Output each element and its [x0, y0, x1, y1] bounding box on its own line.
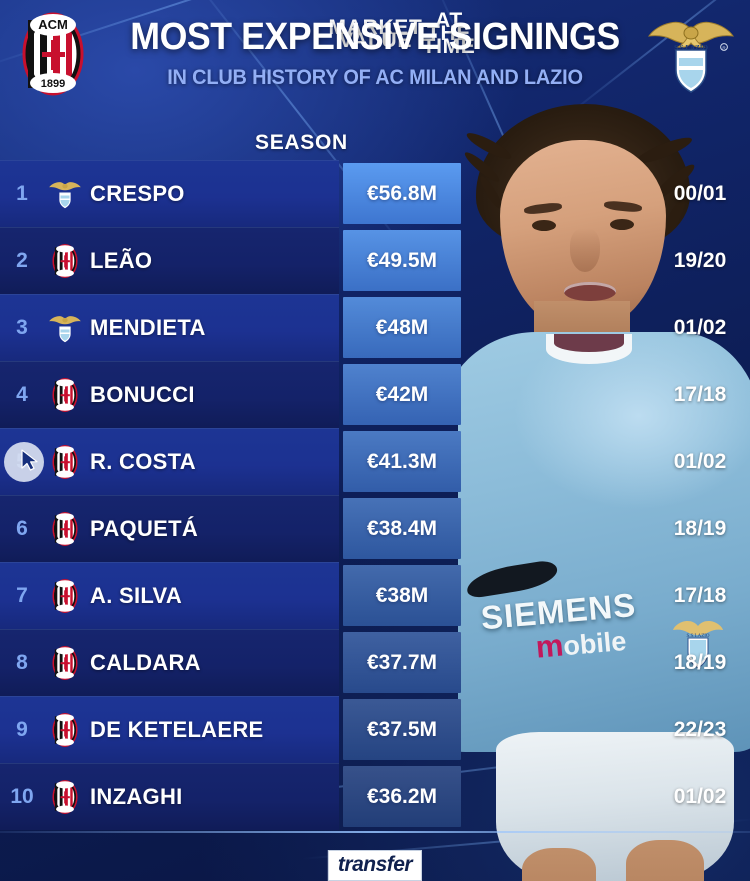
column-header-market-value-line2: AT THE TIME — [422, 9, 476, 58]
player-name: LEÃO — [90, 247, 153, 273]
title-block: MOST EXPENSIVE SIGNINGS IN CLUB HISTORY … — [0, 16, 750, 90]
player-mouth — [564, 282, 616, 301]
ac-milan-crest: ACM 1899 — [22, 12, 84, 101]
rank-number: 7 — [16, 583, 28, 607]
rank-number: 9 — [16, 717, 28, 741]
club-badge-ac-milan — [44, 377, 86, 412]
rankings-table: 1 CRESPO 00/01 €56.8M 2 LEÃO 19/20 €49.5M 3 MENDI… — [0, 160, 750, 830]
player-name: A. SILVA — [90, 582, 183, 608]
player-leg — [522, 848, 596, 881]
season-value: 17/18 — [673, 583, 727, 607]
player-name: BONUCCI — [90, 381, 195, 407]
rank-number: 8 — [16, 650, 28, 674]
market-value-cell: €37.5M — [343, 699, 461, 760]
market-value-cell: €37.7M — [343, 632, 461, 693]
rank-number: 1 — [16, 181, 28, 205]
club-badge-ac-milan — [44, 578, 86, 613]
footer: transfer — [0, 831, 750, 881]
row-background — [0, 160, 339, 227]
market-value-cell: €42M — [343, 364, 461, 425]
market-value-cell: €48M — [343, 297, 461, 358]
club-badge-ac-milan — [44, 511, 86, 546]
watermark-label: transfer — [337, 853, 413, 876]
market-value-cell: €38M — [343, 565, 461, 626]
svg-text:1899: 1899 — [41, 78, 65, 90]
player-eye — [610, 219, 634, 230]
page-subtitle: IN CLUB HISTORY OF AC MILAN AND LAZIO — [167, 66, 583, 89]
player-jersey — [458, 332, 750, 752]
jersey-lazio-crest: S.S.LAZIO — [673, 616, 723, 676]
mouse-pointer-icon — [18, 448, 40, 477]
row-background — [0, 294, 339, 361]
svg-text:R: R — [722, 46, 726, 51]
svg-text:ACM: ACM — [38, 17, 68, 32]
table-row[interactable]: 2 LEÃO 19/20 €49.5M — [0, 227, 750, 294]
svg-text:S.S.LAZIO: S.S.LAZIO — [686, 634, 709, 639]
market-value-cell: €56.8M — [343, 163, 461, 224]
market-value-cell: €41.3M — [343, 431, 461, 492]
player-name: INZAGHI — [90, 783, 183, 809]
table-row[interactable]: 3 MENDIETA 01/02 €48M — [0, 294, 750, 361]
season-value: 17/18 — [673, 382, 727, 406]
season-value: 01/02 — [673, 315, 727, 339]
season-value: 01/02 — [673, 449, 727, 473]
season-value: 22/23 — [673, 717, 727, 741]
table-row[interactable]: 7 A. SILVA 17/18 €38M — [0, 562, 750, 629]
player-name: MENDIETA — [90, 314, 206, 340]
club-badge-ac-milan — [44, 243, 86, 278]
jersey-collar-inner — [554, 334, 624, 352]
column-header-market-value: MARKET VALUE AT THE TIME — [329, 3, 475, 64]
table-row[interactable]: 6 PAQUETÁ 18/19 €38.4M — [0, 495, 750, 562]
rank-number: 3 — [16, 315, 28, 339]
rank-number: 4 — [16, 382, 28, 406]
footer-divider — [0, 831, 750, 833]
club-badge-ac-milan — [44, 444, 86, 479]
svg-text:S.S.LAZIO: S.S.LAZIO — [674, 44, 708, 52]
rank-number: 10 — [10, 784, 34, 808]
player-name: PAQUETÁ — [90, 515, 199, 541]
player-name: CALDARA — [90, 649, 201, 675]
rank-number: 2 — [16, 248, 28, 272]
club-badge-lazio — [44, 179, 86, 209]
crespo-lazio-photo: SIEMENS mobile S.S.LAZIO — [458, 96, 750, 881]
transfer-watermark: transfer — [327, 850, 423, 881]
table-row[interactable]: 8 CALDARA 18/19 €37.7M — [0, 629, 750, 696]
club-badge-ac-milan — [44, 779, 86, 814]
page-title: MOST EXPENSIVE SIGNINGS — [130, 16, 620, 58]
season-value: 18/19 — [673, 516, 727, 540]
table-row[interactable]: 9 DE KETELAERE 22/23 €37.5M — [0, 696, 750, 763]
season-value: 01/02 — [673, 784, 727, 808]
market-value-cell: €49.5M — [343, 230, 461, 291]
player-name: DE KETELAERE — [90, 716, 264, 742]
player-name: CRESPO — [90, 180, 185, 206]
market-value-cell: €36.2M — [343, 766, 461, 827]
table-row[interactable]: 1 CRESPO 00/01 €56.8M — [0, 160, 750, 227]
rank-number: 6 — [16, 516, 28, 540]
header: ACM 1899 S.S.LAZIO R MOST EXPENSI — [0, 0, 750, 112]
season-value: 19/20 — [673, 248, 727, 272]
player-leg — [626, 840, 704, 881]
table-row[interactable]: 10 INZAGHI 01/02 €36.2M — [0, 763, 750, 830]
club-badge-ac-milan — [44, 712, 86, 747]
table-row[interactable]: 4 BONUCCI 17/18 €42M — [0, 361, 750, 428]
lazio-crest: S.S.LAZIO R — [647, 14, 735, 99]
player-name: R. COSTA — [90, 448, 196, 474]
player-nose — [570, 228, 600, 272]
column-header-market-value-line1: MARKET VALUE — [328, 15, 423, 52]
season-value: 18/19 — [673, 650, 727, 674]
club-badge-lazio — [44, 313, 86, 343]
market-value-cell: €38.4M — [343, 498, 461, 559]
player-eye — [532, 220, 556, 231]
season-value: 00/01 — [673, 181, 727, 205]
club-badge-ac-milan — [44, 645, 86, 680]
column-header-season: SEASON — [255, 131, 348, 154]
